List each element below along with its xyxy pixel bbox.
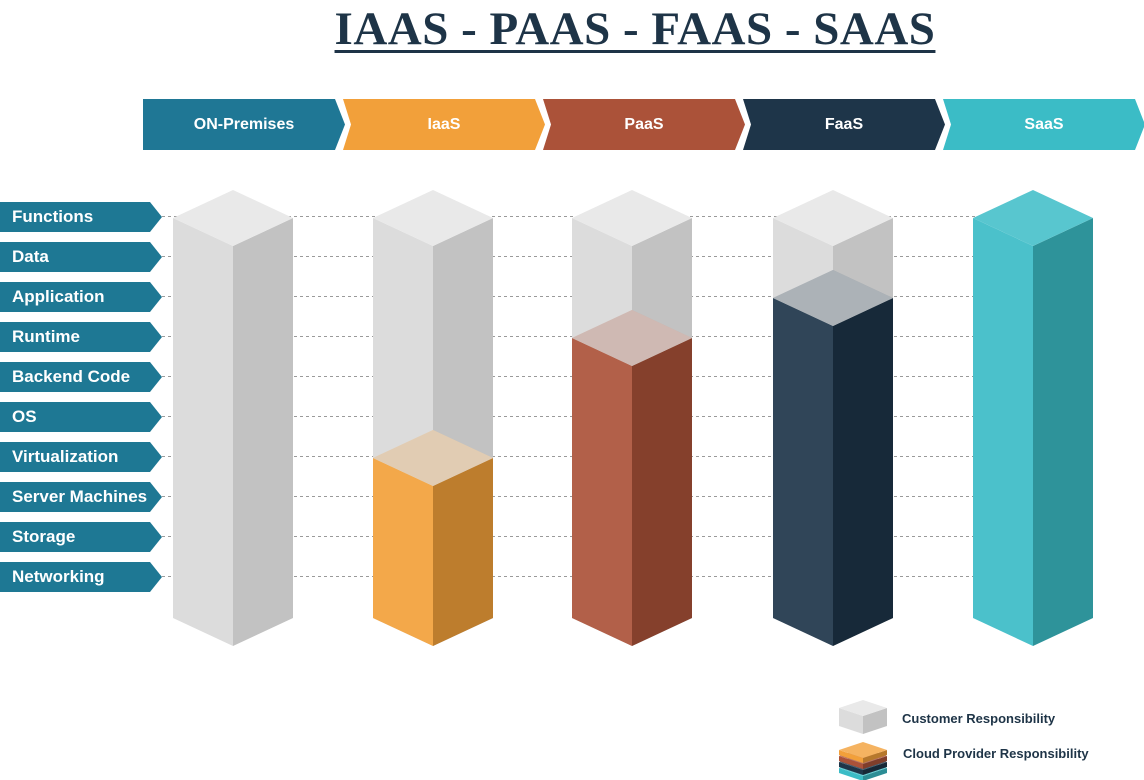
layer-label-data: Data xyxy=(0,242,162,272)
legend-icons xyxy=(839,700,887,780)
customer-legend-icon-side xyxy=(863,708,887,734)
customer-block-on-premises-front xyxy=(173,218,233,646)
layer-label-server-machines: Server Machines xyxy=(0,482,162,512)
provider-block-faas-front xyxy=(773,298,833,646)
provider-block-iaas-front xyxy=(373,458,433,646)
provider-legend-layer-2-side xyxy=(863,756,887,769)
layer-label-virtualization: Virtualization xyxy=(0,442,162,472)
legend-customer-label: Customer Responsibility xyxy=(902,711,1056,726)
boundary-face-faas xyxy=(773,270,893,326)
layer-label-runtime: Runtime xyxy=(0,322,162,352)
layer-label-os: OS xyxy=(0,402,162,432)
customer-legend-icon xyxy=(839,700,887,734)
provider-legend-layer-3-side xyxy=(863,750,887,763)
customer-block-iaas-top xyxy=(373,190,493,246)
provider-block-faas-side xyxy=(833,298,893,646)
layer-label-storage: Storage xyxy=(0,522,162,552)
boundary-face-paas xyxy=(572,310,692,366)
customer-legend-icon-top xyxy=(839,700,887,716)
page-title: IAAS - PAAS - FAAS - SAAS xyxy=(334,3,936,55)
provider-legend-layer-0-front xyxy=(839,768,863,780)
provider-legend-layer-2-front xyxy=(839,756,863,769)
legend-provider-label: Cloud Provider Responsibility xyxy=(903,746,1089,761)
customer-block-on-premises-side xyxy=(233,218,293,646)
layer-label-functions: Functions xyxy=(0,202,162,232)
provider-block-saas-top xyxy=(973,190,1093,246)
provider-block-iaas-side xyxy=(433,458,493,646)
provider-block-paas-side xyxy=(632,338,692,646)
responsibility-columns xyxy=(173,190,1093,646)
provider-block-saas-side xyxy=(1033,218,1093,646)
customer-block-faas-top xyxy=(773,190,893,246)
customer-legend-icon-front xyxy=(839,708,863,734)
customer-block-on-premises-top xyxy=(173,190,293,246)
model-header-on-premises: ON-Premises xyxy=(143,99,345,150)
layer-label-networking: Networking xyxy=(0,562,162,592)
provider-legend-layer-1-side xyxy=(863,762,887,775)
provider-legend-layer-3 xyxy=(839,742,887,763)
layer-label-backend-code: Backend Code xyxy=(0,362,162,392)
boundary-face-iaas xyxy=(373,430,493,486)
model-header-iaas: IaaS xyxy=(343,99,545,150)
model-header-faas: FaaS xyxy=(743,99,945,150)
provider-legend-layer-3-top xyxy=(839,742,887,758)
model-header-saas: SaaS xyxy=(943,99,1144,150)
layer-label-application: Application xyxy=(0,282,162,312)
provider-block-faas xyxy=(773,270,893,646)
customer-block-on-premises xyxy=(173,190,293,646)
provider-legend-layer-3-front xyxy=(839,750,863,763)
provider-legend-layer-0-side xyxy=(863,768,887,780)
customer-block-paas-top xyxy=(572,190,692,246)
provider-block-saas-front xyxy=(973,218,1033,646)
model-header-paas: PaaS xyxy=(543,99,745,150)
provider-block-paas-front xyxy=(572,338,632,646)
provider-block-saas xyxy=(973,190,1093,646)
provider-legend-layer-1-front xyxy=(839,762,863,775)
